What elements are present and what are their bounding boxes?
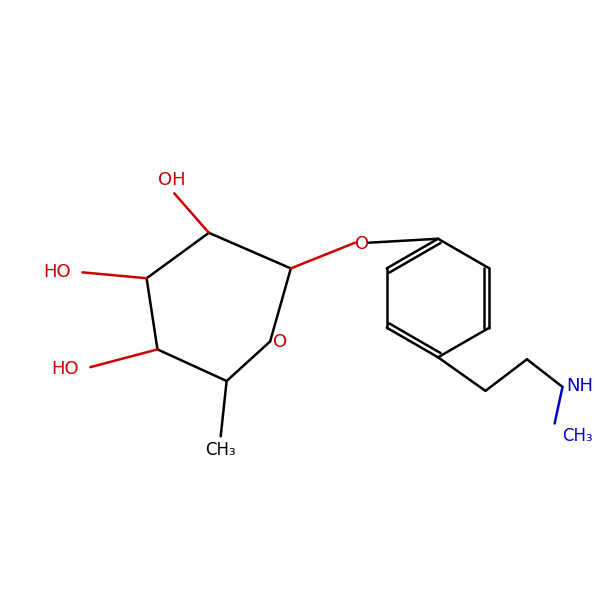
Text: O: O	[355, 235, 369, 253]
Text: CH₃: CH₃	[563, 427, 593, 445]
Text: OH: OH	[158, 172, 186, 190]
Text: HO: HO	[43, 263, 71, 281]
Text: HO: HO	[51, 360, 79, 378]
Text: O: O	[273, 334, 287, 352]
Text: NH: NH	[566, 377, 593, 395]
Text: CH₃: CH₃	[205, 441, 236, 459]
